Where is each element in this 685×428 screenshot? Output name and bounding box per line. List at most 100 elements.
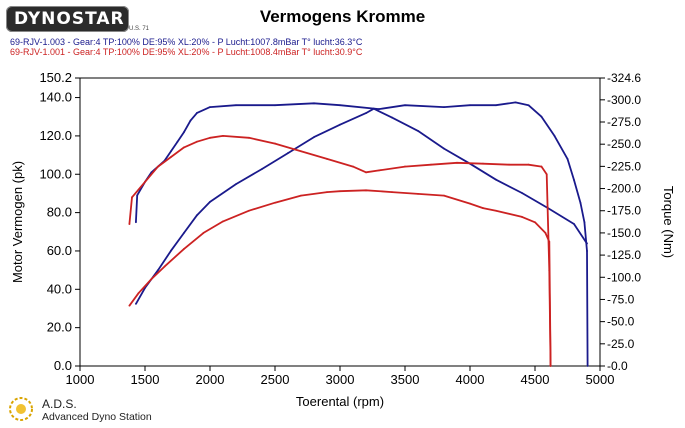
series-point-torque-3 [417, 192, 419, 195]
series-point-power-2 [248, 136, 250, 139]
series-point-power-2 [144, 181, 146, 183]
y2-tick-label: -300.0 [607, 93, 641, 107]
series-point-torque-1 [170, 249, 172, 252]
series-point-power-0 [189, 119, 192, 122]
series-point-power-0 [183, 131, 185, 133]
series-point-power-2 [545, 173, 548, 176]
y-tick-label: 60.0 [47, 243, 72, 258]
series-point-power-2 [300, 150, 302, 153]
series-point-torque-3 [469, 202, 471, 205]
series-point-power-2 [209, 136, 211, 139]
y-tick-label: 140.0 [39, 90, 72, 105]
series-point-torque-3 [549, 365, 552, 367]
y2-tick-label: -125.0 [607, 248, 641, 262]
series-point-torque-3 [183, 247, 185, 250]
series-point-torque-3 [443, 194, 445, 197]
series-point-power-0 [586, 250, 588, 252]
y-tick-label: 40.0 [47, 281, 72, 296]
series-point-power-2 [183, 146, 185, 149]
x-tick-label: 5000 [586, 372, 615, 387]
y2-tick-label: -0.0 [607, 359, 628, 373]
run-legend-blue: 69-RJV-1.003 - Gear:4 TP:100% DE:95% XL:… [10, 37, 363, 47]
x-tick-label: 3500 [391, 372, 420, 387]
x-tick-label: 2000 [196, 372, 225, 387]
y-tick-label: 150.2 [39, 70, 72, 85]
series-point-torque-1 [586, 242, 588, 245]
series-point-torque-1 [196, 214, 198, 217]
series-point-power-0 [136, 194, 139, 197]
series-point-torque-3 [548, 240, 551, 243]
series-point-power-2 [527, 163, 530, 166]
series-point-power-2 [196, 140, 198, 143]
series-point-power-0 [579, 202, 582, 204]
series-point-torque-3 [248, 209, 250, 212]
y-tick-label: 0.0 [54, 358, 72, 373]
series-point-torque-3 [495, 209, 497, 212]
x-tick-label: 2500 [261, 372, 290, 387]
series-point-torque-3 [274, 201, 276, 204]
series-point-torque-3 [128, 304, 131, 307]
series-point-power-0 [313, 102, 315, 105]
series-point-torque-1 [417, 129, 419, 132]
series-point-power-2 [170, 156, 172, 158]
x-tick-label: 4500 [521, 372, 550, 387]
y2-axis-label: Torque (Nm) [661, 186, 676, 258]
series-point-torque-3 [150, 278, 153, 280]
series-point-power-0 [404, 104, 406, 107]
series-point-torque-1 [365, 112, 367, 115]
series-point-power-0 [566, 158, 569, 160]
series-point-power-2 [352, 165, 354, 168]
series-point-power-0 [469, 104, 471, 107]
series-point-torque-1 [135, 302, 137, 305]
x-axis-label: Toerental (rpm) [296, 394, 384, 409]
series-point-power-0 [586, 365, 589, 367]
series-point-torque-1 [372, 107, 375, 110]
series-point-power-2 [222, 135, 224, 137]
series-point-torque-3 [365, 189, 367, 192]
series-point-torque-3 [163, 265, 166, 268]
series-point-torque-3 [482, 207, 484, 209]
y2-tick-label: -50.0 [607, 315, 635, 329]
dynostar-logo: DYNOSTAR [6, 6, 129, 32]
series-point-power-2 [365, 171, 367, 174]
ads-subtitle: Advanced Dyno Station [42, 411, 152, 423]
logo-small-text: U.S. 71 [129, 26, 150, 32]
series-point-torque-3 [300, 194, 302, 197]
series-point-torque-3 [222, 220, 224, 223]
series-point-power-2 [274, 142, 276, 145]
run-legend-red: 69-RJV-1.001 - Gear:4 TP:100% DE:95% XL:… [10, 47, 363, 57]
x-tick-label: 3000 [326, 372, 355, 387]
series-point-power-0 [573, 179, 575, 181]
series-point-torque-3 [202, 232, 205, 234]
y-axis-label: Motor Vermogen (pk) [10, 161, 25, 283]
y-tick-label: 80.0 [47, 205, 72, 220]
series-point-power-0 [209, 106, 211, 109]
series-point-power-0 [170, 150, 172, 153]
y-tick-label: 20.0 [47, 320, 72, 335]
series-point-power-2 [326, 158, 328, 160]
series-point-power-2 [430, 163, 432, 166]
y2-tick-label: -25.0 [607, 337, 635, 351]
series-point-torque-3 [339, 190, 341, 193]
series-point-power-0 [514, 101, 517, 104]
series-point-power-0 [235, 104, 237, 107]
x-tick-label: 4000 [456, 372, 485, 387]
x-tick-label: 1000 [66, 372, 95, 387]
series-point-power-2 [131, 196, 133, 199]
series-point-torque-3 [544, 232, 547, 234]
series-point-torque-1 [443, 147, 445, 150]
series-point-torque-1 [391, 116, 393, 119]
series-point-torque-3 [391, 191, 393, 193]
series-point-power-0 [274, 104, 276, 107]
y2-tick-label: -250.0 [607, 137, 641, 151]
series-point-power-0 [495, 104, 497, 107]
series-point-torque-1 [183, 232, 185, 234]
series-point-power-2 [482, 162, 484, 165]
series-point-power-2 [378, 169, 380, 172]
series-line-power-2 [128, 135, 552, 367]
series-line-power-0 [135, 101, 589, 367]
series-line-torque-1 [135, 107, 588, 305]
series-point-torque-1 [495, 178, 497, 181]
series-point-power-0 [135, 221, 137, 224]
